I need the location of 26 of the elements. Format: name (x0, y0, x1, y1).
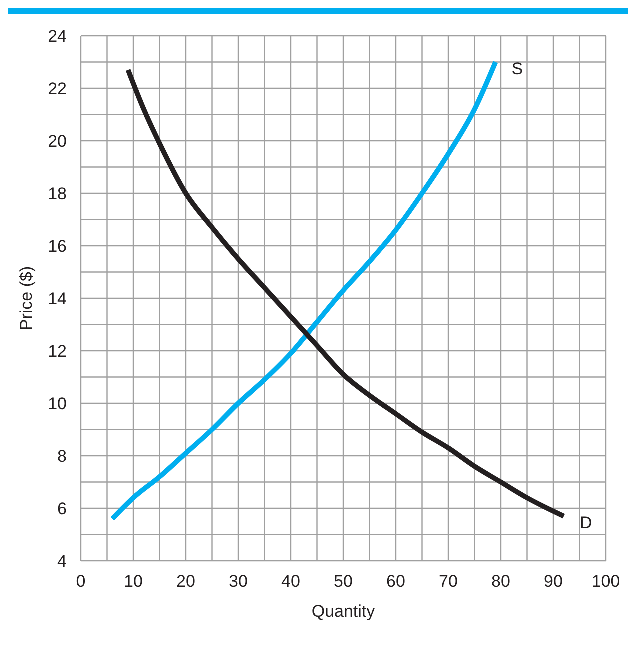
x-tick-label: 40 (282, 572, 300, 592)
x-tick-label: 70 (439, 572, 458, 592)
x-tick-label: 60 (386, 572, 406, 592)
y-tick-label: 16 (48, 237, 67, 256)
x-axis-title: Quantity (312, 602, 376, 621)
series-label: D (580, 513, 592, 532)
x-tick-label: 10 (124, 572, 143, 592)
y-axis-title: Price ($) (17, 266, 36, 331)
x-tick-label: 80 (492, 572, 510, 592)
y-tick-label: 20 (48, 132, 67, 152)
y-tick-label: 22 (48, 80, 67, 99)
y-tick-label: 18 (48, 184, 67, 204)
y-tick-label: 8 (58, 447, 67, 466)
x-tick-label: 90 (544, 572, 563, 592)
y-tick-label: 10 (48, 394, 67, 414)
x-tick-label: 0 (76, 572, 86, 592)
y-tick-label: 24 (48, 27, 67, 46)
series-label: S (512, 59, 524, 78)
x-tick-label: 50 (334, 572, 353, 592)
y-tick-label: 6 (58, 500, 67, 519)
x-tick-label: 100 (592, 572, 620, 592)
x-tick-label: 30 (229, 572, 248, 592)
y-tick-label: 12 (48, 342, 67, 362)
x-tick-label: 20 (176, 572, 196, 592)
y-tick-label: 14 (48, 290, 67, 309)
y-tick-label: 4 (58, 552, 67, 572)
